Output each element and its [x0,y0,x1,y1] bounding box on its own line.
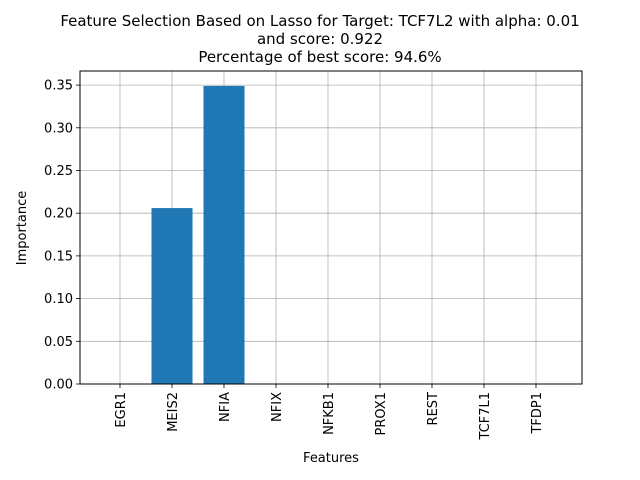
y-axis-ticks: 0.00 0.05 0.10 0.15 0.20 0.25 0.30 0.35 [44,79,80,393]
x-tick-label: NFIA [218,392,233,422]
chart-title-line-2: and score: 0.922 [256,30,384,48]
x-tick-label: PROX1 [374,392,389,435]
y-tick-label: 0.15 [44,249,73,264]
x-tick-label: TFDP1 [530,392,545,435]
x-axis-ticks: EGR1 MEIS2 NFIA NFIX NFKB1 PROX1 REST TCF7L1 TFD… [114,384,545,441]
x-tick-label: EGR1 [114,392,129,428]
y-axis-label: Importance [15,191,30,266]
x-axis-label: Features [303,451,359,466]
y-tick-label: 0.05 [44,335,73,350]
y-tick-label: 0.35 [44,79,73,94]
x-tick-label: MEIS2 [166,392,181,432]
plot-frame [79,70,583,385]
x-tick-label: NFKB1 [322,392,337,435]
bars [151,85,245,384]
chart-title-line-1: Feature Selection Based on Lasso for Tar… [60,12,580,30]
y-tick-label: 0.25 [44,164,73,179]
y-tick-label: 0.30 [44,121,73,136]
y-tick-label: 0.10 [44,292,73,307]
x-tick-label: NFIX [270,392,285,422]
x-tick-label: TCF7L1 [478,392,493,441]
bar-nfia [203,85,245,384]
bar-meis2 [151,208,193,384]
chart-title-line-3: Percentage of best score: 94.6% [198,48,442,66]
x-tick-label: REST [426,392,441,425]
y-tick-label: 0.00 [44,378,73,393]
y-tick-label: 0.20 [44,207,73,222]
